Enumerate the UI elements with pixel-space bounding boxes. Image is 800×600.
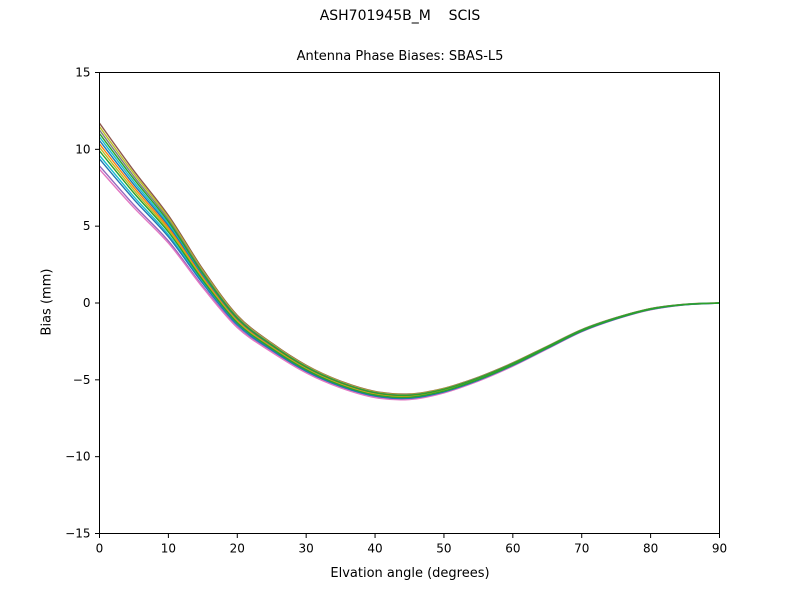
y-tick-label: 0 (83, 296, 91, 310)
x-axis-label: Elvation angle (degrees) (330, 566, 490, 581)
bias-curve-11 (99, 158, 720, 400)
y-tick-label: 10 (75, 142, 90, 156)
chart-title: ASH701945B_M SCIS (319, 8, 481, 24)
y-tick-label: 15 (75, 66, 90, 80)
plot-border (99, 72, 720, 534)
y-tick-label: −5 (73, 373, 91, 387)
x-tick-label: 50 (436, 542, 451, 556)
bias-curve-13 (99, 150, 720, 399)
x-tick-label: 20 (230, 542, 245, 556)
bias-curve-3 (99, 168, 720, 401)
y-tick-label: −10 (65, 450, 90, 464)
bias-curve-10 (99, 155, 720, 399)
x-tick-label: 60 (505, 542, 520, 556)
x-tick-label: 70 (574, 542, 589, 556)
chart-subtitle: Antenna Phase Biases: SBAS-L5 (296, 49, 504, 64)
x-tick-label: 40 (367, 542, 382, 556)
x-tick-label: 30 (299, 542, 314, 556)
x-tick-label: 0 (96, 542, 104, 556)
x-tick-label: 10 (161, 542, 176, 556)
x-tick-label: 80 (643, 542, 658, 556)
y-tick-label: −15 (65, 527, 90, 541)
y-tick-label: 5 (83, 219, 91, 233)
y-axis-label: Bias (mm) (39, 268, 55, 336)
x-tick-label: 90 (712, 542, 727, 556)
bias-curve-2 (99, 165, 720, 401)
